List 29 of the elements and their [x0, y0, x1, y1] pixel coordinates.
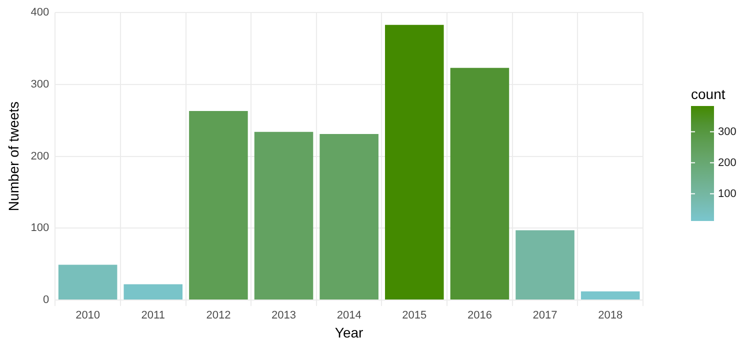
color-bar-label: 200 — [718, 156, 736, 169]
x-tick-label: 2014 — [336, 310, 362, 322]
color-bar-label: 300 — [718, 126, 736, 138]
y-tick-label: 0 — [43, 294, 50, 306]
x-tick-label: 2018 — [598, 310, 623, 322]
y-tick-label: 100 — [30, 222, 50, 234]
bar — [189, 111, 248, 300]
y-tick-label: 200 — [30, 150, 50, 162]
x-tick-label: 2013 — [272, 310, 296, 322]
bar — [124, 284, 183, 300]
bar — [58, 264, 118, 300]
bar — [385, 24, 444, 300]
x-tick-label: 2010 — [76, 310, 100, 322]
color-bar-label: 100 — [718, 188, 736, 200]
y-axis-title: Number of tweets — [5, 101, 22, 212]
x-tick-label: 2012 — [206, 310, 231, 322]
bar — [580, 291, 640, 300]
x-tick-label: 2017 — [532, 310, 558, 322]
x-tick-label: 2011 — [141, 310, 165, 322]
bar — [320, 134, 378, 300]
bar — [450, 68, 510, 300]
y-tick-label: 300 — [30, 78, 50, 90]
color-bar-title: count — [691, 86, 726, 102]
bar — [516, 230, 574, 300]
y-tick-label: 400 — [30, 6, 50, 19]
x-tick-label: 2016 — [467, 310, 492, 322]
x-tick-label: 2015 — [402, 310, 427, 322]
bar — [254, 132, 314, 300]
x-axis-title: Year — [334, 324, 364, 340]
